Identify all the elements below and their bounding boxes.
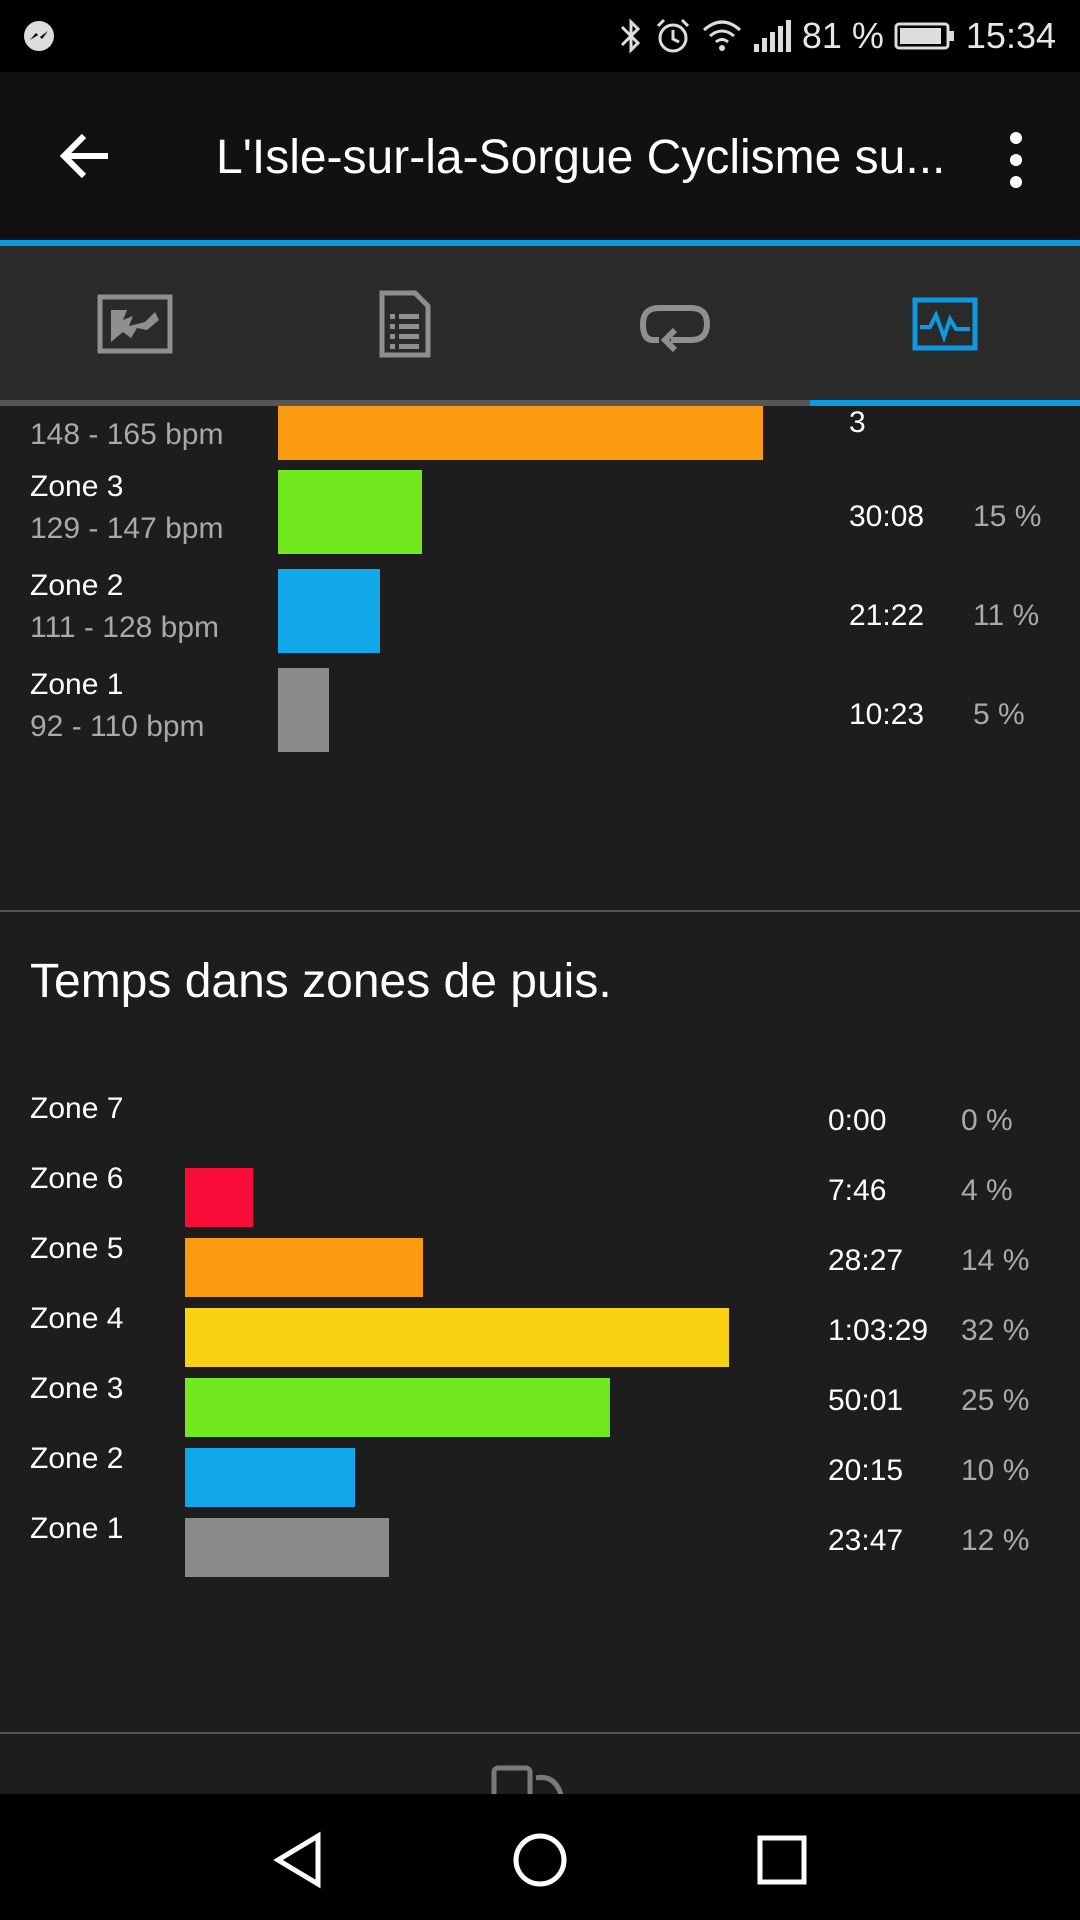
power-zone-row: Zone 5 28:27 14 % <box>0 1232 1080 1297</box>
power-zones-title: Temps dans zones de puis. <box>30 955 612 1008</box>
back-arrow-icon[interactable] <box>56 126 116 186</box>
hr-zone-label: Zone 3 <box>30 470 124 503</box>
hr-zone-bar <box>278 569 380 653</box>
phone-sync-icon <box>491 1765 564 1794</box>
tab-laps[interactable] <box>540 246 810 402</box>
power-zone-row: Zone 3 50:01 25 % <box>0 1372 1080 1437</box>
hr-zone-time: 21:22 <box>849 599 925 632</box>
power-zone-bar <box>185 1518 389 1577</box>
hr-zone-percent: 15 % <box>973 500 1042 533</box>
clock: 15:34 <box>965 15 1056 56</box>
hr-zone-range: 92 - 110 bpm <box>30 710 205 743</box>
hr-zone-bar <box>278 406 763 460</box>
power-zone-row: Zone 2 20:15 10 % <box>0 1442 1080 1507</box>
page-title: L'Isle-sur-la-Sorgue Cyclisme su... <box>216 131 946 184</box>
appbar-divider <box>0 240 1080 246</box>
power-zone-label: Zone 5 <box>30 1232 124 1265</box>
power-zone-row: Zone 4 1:03:29 32 % <box>0 1302 1080 1367</box>
section-divider <box>0 910 1080 912</box>
battery-icon <box>894 22 954 50</box>
app-bar: L'Isle-sur-la-Sorgue Cyclisme su... <box>0 72 1080 240</box>
signal-icon <box>753 20 791 52</box>
power-zone-bar <box>185 1168 253 1227</box>
hr-zone-bar <box>278 470 423 554</box>
power-zone-row: Zone 6 7:46 4 % <box>0 1162 1080 1227</box>
power-zone-percent: 4 % <box>961 1174 1013 1207</box>
activity-chart-icon <box>912 297 978 351</box>
alarm-icon <box>656 18 689 53</box>
power-zone-time: 28:27 <box>828 1244 904 1277</box>
battery-percent: 81 % <box>801 15 884 56</box>
nav-home-icon[interactable] <box>510 1830 570 1890</box>
hr-zone-row: Zone 3 129 - 147 bpm 30:08 15 % <box>0 470 1080 560</box>
hr-zone-range: 148 - 165 bpm <box>30 418 224 451</box>
hr-zone-percent: 5 % <box>973 698 1025 731</box>
power-zone-time: 50:01 <box>828 1384 904 1417</box>
power-zone-percent: 12 % <box>961 1524 1030 1557</box>
hr-zone-time: 3 <box>849 406 866 439</box>
tab-bar <box>0 246 1080 402</box>
power-zone-row: Zone 1 23:47 12 % <box>0 1512 1080 1577</box>
power-zone-time: 20:15 <box>828 1454 904 1487</box>
power-zone-bar <box>185 1378 610 1437</box>
power-zone-time: 7:46 <box>828 1174 887 1207</box>
hr-zone-bar <box>278 668 329 752</box>
tab-charts[interactable] <box>810 246 1080 402</box>
power-zone-time: 23:47 <box>828 1524 904 1557</box>
messenger-icon <box>24 21 54 51</box>
power-zone-label: Zone 3 <box>30 1372 124 1405</box>
tab-indicator-track <box>0 400 1080 406</box>
tab-active-indicator <box>810 400 1080 406</box>
hr-zone-time: 10:23 <box>849 698 925 731</box>
power-zone-percent: 32 % <box>961 1314 1030 1347</box>
status-bar: 81 % 15:34 <box>0 0 1080 72</box>
power-zone-time: 0:00 <box>828 1104 887 1137</box>
nav-recents-icon[interactable] <box>752 1830 812 1890</box>
power-zone-label: Zone 6 <box>30 1162 124 1195</box>
power-zone-label: Zone 2 <box>30 1442 124 1475</box>
power-zone-label: Zone 7 <box>30 1092 124 1125</box>
more-options-icon[interactable] <box>996 130 1036 190</box>
tab-map[interactable] <box>0 246 270 402</box>
power-zone-percent: 0 % <box>961 1104 1013 1137</box>
hr-zone-range: 111 - 128 bpm <box>30 611 220 644</box>
section-divider <box>0 1732 1080 1734</box>
hr-zone-label: Zone 2 <box>30 569 124 602</box>
power-zone-percent: 10 % <box>961 1454 1030 1487</box>
wifi-icon <box>702 20 741 51</box>
power-zone-time: 1:03:29 <box>828 1314 929 1347</box>
navigation-bar <box>0 1794 1080 1920</box>
hr-zone-row: 148 - 165 bpm 3 <box>0 406 1080 466</box>
tab-details[interactable] <box>270 246 540 402</box>
power-zone-percent: 14 % <box>961 1244 1030 1277</box>
hr-zone-label: Zone 1 <box>30 668 124 701</box>
hr-zone-time: 30:08 <box>849 500 925 533</box>
map-icon <box>97 294 173 354</box>
hr-zone-row: Zone 2 111 - 128 bpm 21:22 11 % <box>0 569 1080 659</box>
hr-zone-percent: 11 % <box>973 599 1040 632</box>
hr-zone-range: 129 - 147 bpm <box>30 512 224 545</box>
laps-loop-icon <box>639 305 711 352</box>
power-zone-label: Zone 4 <box>30 1302 124 1335</box>
power-zone-percent: 25 % <box>961 1384 1030 1417</box>
power-zone-label: Zone 1 <box>30 1512 124 1545</box>
power-zone-bar <box>185 1448 355 1507</box>
content-scroll[interactable]: 148 - 165 bpm 3 Zone 3 129 - 147 bpm 30:… <box>0 406 1080 1794</box>
nav-back-icon[interactable] <box>270 1830 330 1890</box>
hr-zone-row: Zone 1 92 - 110 bpm 10:23 5 % <box>0 668 1080 758</box>
power-zone-row: Zone 7 0:00 0 % <box>0 1092 1080 1152</box>
document-list-icon <box>379 290 431 358</box>
power-zone-bar <box>185 1238 423 1297</box>
bluetooth-icon <box>620 18 640 54</box>
power-zone-bar <box>185 1308 729 1367</box>
